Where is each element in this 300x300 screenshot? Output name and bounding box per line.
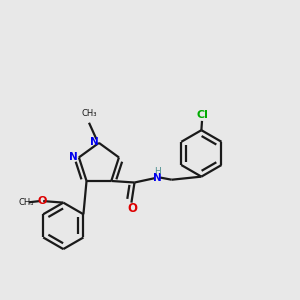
Text: O: O xyxy=(37,196,46,206)
Text: N: N xyxy=(69,152,78,162)
Text: H: H xyxy=(154,167,160,176)
Text: CH₃: CH₃ xyxy=(81,109,97,118)
Text: Cl: Cl xyxy=(197,110,209,120)
Text: N: N xyxy=(153,172,161,183)
Text: O: O xyxy=(127,202,137,215)
Text: N: N xyxy=(90,136,98,147)
Text: CH₃: CH₃ xyxy=(18,198,34,207)
